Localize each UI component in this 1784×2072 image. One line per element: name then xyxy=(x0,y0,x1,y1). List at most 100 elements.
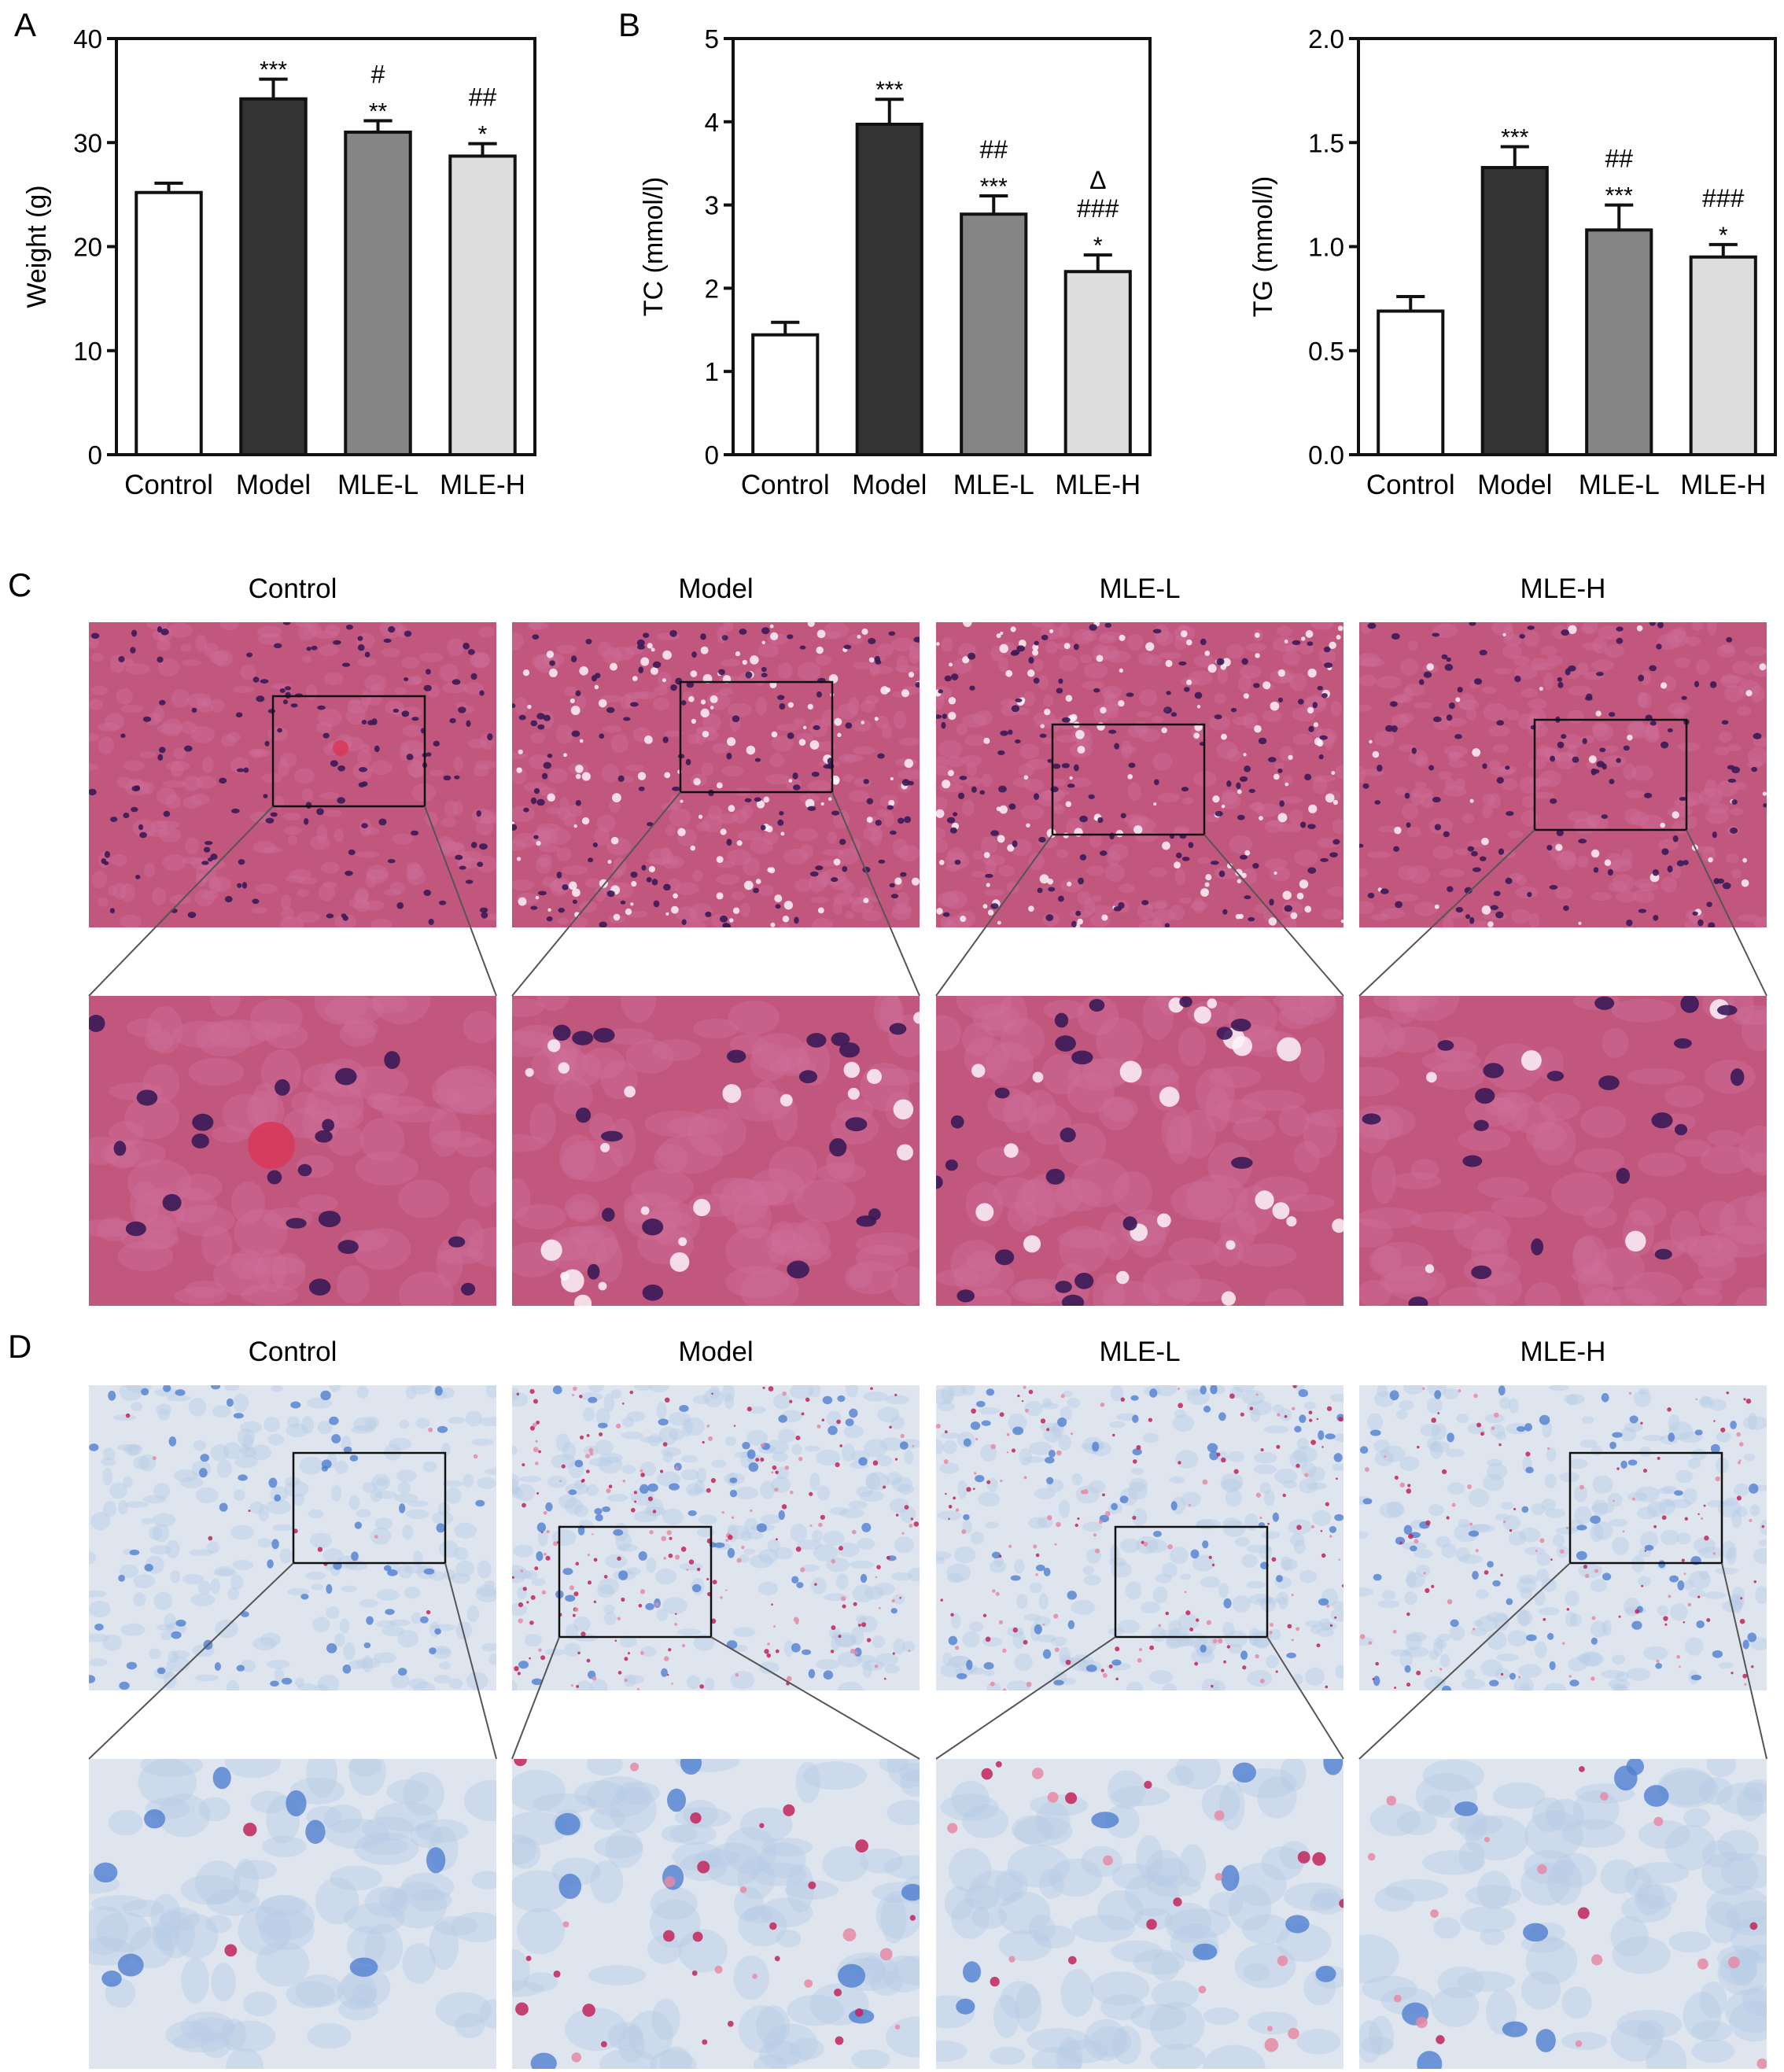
oil-red-micrograph-top-model xyxy=(512,1385,920,1690)
he-micrograph-zoom-model xyxy=(512,996,920,1306)
inset-box-model xyxy=(679,680,834,794)
panel-title-mle-h: MLE-H xyxy=(1520,1336,1606,1367)
oil-red-micrograph-zoom-control xyxy=(89,1759,496,2069)
panel-title-model: Model xyxy=(678,573,753,604)
oil-red-micrograph-top-mle-h xyxy=(1359,1385,1767,1690)
panel-label-d: D xyxy=(8,1328,31,1365)
significance-mark: *** xyxy=(1501,125,1528,151)
he-micrograph-zoom-mle-l xyxy=(936,996,1344,1306)
bar-mle-h xyxy=(1689,255,1757,456)
zoom-connector xyxy=(88,1562,294,1760)
bar-model xyxy=(855,122,923,456)
panel-label-a: A xyxy=(14,6,36,43)
panel-title-control: Control xyxy=(249,573,337,604)
oil-red-micrograph-top-control xyxy=(89,1385,496,1690)
panel-title-mle-h: MLE-H xyxy=(1520,573,1606,604)
y-tick-label: 2.0 xyxy=(1308,24,1344,53)
y-tick-label: 5 xyxy=(705,24,719,53)
x-tick-label-control: Control xyxy=(1366,470,1455,500)
zoom-connector xyxy=(1358,1562,1571,1760)
significance-mark: * xyxy=(1093,233,1103,259)
significance-mark: # xyxy=(371,60,385,88)
y-tick-label: 0.5 xyxy=(1308,337,1344,366)
x-tick-label-mle-h: MLE-H xyxy=(1680,470,1766,500)
bar-model xyxy=(1480,165,1549,457)
panel-title-mle-l: MLE-L xyxy=(1099,573,1180,604)
significance-mark: ## xyxy=(469,83,497,112)
zoom-connector xyxy=(1203,834,1344,997)
he-micrograph-top-model xyxy=(512,622,920,927)
significance-mark: ** xyxy=(369,98,388,124)
bar-model xyxy=(239,97,308,457)
y-tick-label: 2 xyxy=(705,274,719,303)
significance-mark: ### xyxy=(1702,184,1745,212)
x-tick-label-control: Control xyxy=(741,470,830,500)
x-tick-label-mle-h: MLE-H xyxy=(440,470,525,500)
significance-mark: *** xyxy=(980,174,1008,200)
significance-mark: ## xyxy=(979,135,1008,164)
plot-frame xyxy=(732,37,1152,456)
x-tick-label-mle-h: MLE-H xyxy=(1055,470,1141,500)
x-tick-label-model: Model xyxy=(852,470,927,500)
significance-mark: Δ xyxy=(1089,166,1106,194)
zoom-connector xyxy=(935,834,1053,997)
he-micrograph-top-mle-l xyxy=(936,622,1344,927)
zoom-connector xyxy=(444,1562,497,1760)
tc-bar-chart: 0 1 2 3 4 5 TC (mmol/l) Control Model *** MLE-L ## *… xyxy=(639,24,1152,500)
x-tick-label-mle-l: MLE-L xyxy=(1579,470,1660,500)
x-tick-label-mle-l: MLE-L xyxy=(953,470,1034,500)
oil-red-micrograph-zoom-model xyxy=(512,1759,920,2069)
bar-control xyxy=(1377,309,1445,456)
zoom-connector xyxy=(1266,1636,1344,1760)
significance-mark: ### xyxy=(1077,194,1119,223)
inset-box-mle-h xyxy=(1533,718,1688,831)
he-micrograph-zoom-control xyxy=(89,996,496,1306)
significance-mark: *** xyxy=(260,57,287,83)
inset-box-control xyxy=(292,1451,447,1565)
y-tick-label: 4 xyxy=(705,108,719,137)
significance-mark: ## xyxy=(1605,145,1633,173)
tg-bar-chart: 0.00.51.01.52.0TG (mmol/l)Control Model**… xyxy=(1248,24,1777,500)
inset-box-mle-l xyxy=(1051,723,1206,836)
oil-red-micrograph-zoom-mle-l xyxy=(936,1759,1344,2069)
y-tick-label: 30 xyxy=(73,128,102,157)
zoom-connector xyxy=(1721,1562,1767,1760)
significance-mark: * xyxy=(478,122,488,148)
y-tick-label: 10 xyxy=(73,337,102,366)
y-axis-label: TC (mmol/l) xyxy=(639,177,669,317)
panel-label-b: B xyxy=(618,6,640,43)
y-axis-label: Weight (g) xyxy=(22,185,52,308)
zoom-connector xyxy=(511,1636,560,1760)
zoom-connector xyxy=(88,806,274,997)
panel-title-control: Control xyxy=(249,1336,337,1367)
x-tick-label-mle-l: MLE-L xyxy=(337,470,418,500)
y-tick-label: 0.0 xyxy=(1308,441,1344,470)
he-micrograph-top-mle-h xyxy=(1359,622,1767,927)
bar-mle-h xyxy=(1063,270,1132,456)
inset-box-control xyxy=(271,695,426,808)
oil-red-micrograph-top-mle-l xyxy=(936,1385,1344,1690)
bar-mle-h xyxy=(448,154,517,456)
inset-box-model xyxy=(558,1525,713,1639)
zoom-connector xyxy=(1358,829,1535,997)
he-staining-panel: Control Model MLE-L MLE-H xyxy=(88,573,1767,1306)
x-tick-label-control: Control xyxy=(124,470,213,500)
zoom-connector xyxy=(511,791,681,997)
bar-mle-l xyxy=(960,212,1028,456)
significance-mark: *** xyxy=(875,77,903,103)
bar-control xyxy=(135,190,203,456)
x-tick-label-model: Model xyxy=(1477,470,1552,500)
y-axis-label: TG (mmol/l) xyxy=(1248,176,1278,317)
y-tick-label: 0 xyxy=(88,441,102,470)
bar-control xyxy=(751,333,820,457)
y-tick-label: 0 xyxy=(705,441,719,470)
y-tick-label: 3 xyxy=(705,191,719,220)
panel-title-mle-l: MLE-L xyxy=(1099,1336,1180,1367)
y-tick-label: 20 xyxy=(73,233,102,262)
significance-mark: * xyxy=(1719,223,1728,249)
oil-red-o-staining-panel: Control Model MLE-L MLE-H xyxy=(88,1336,1767,2069)
zoom-connector xyxy=(424,806,497,997)
zoom-connector xyxy=(710,1636,920,1760)
